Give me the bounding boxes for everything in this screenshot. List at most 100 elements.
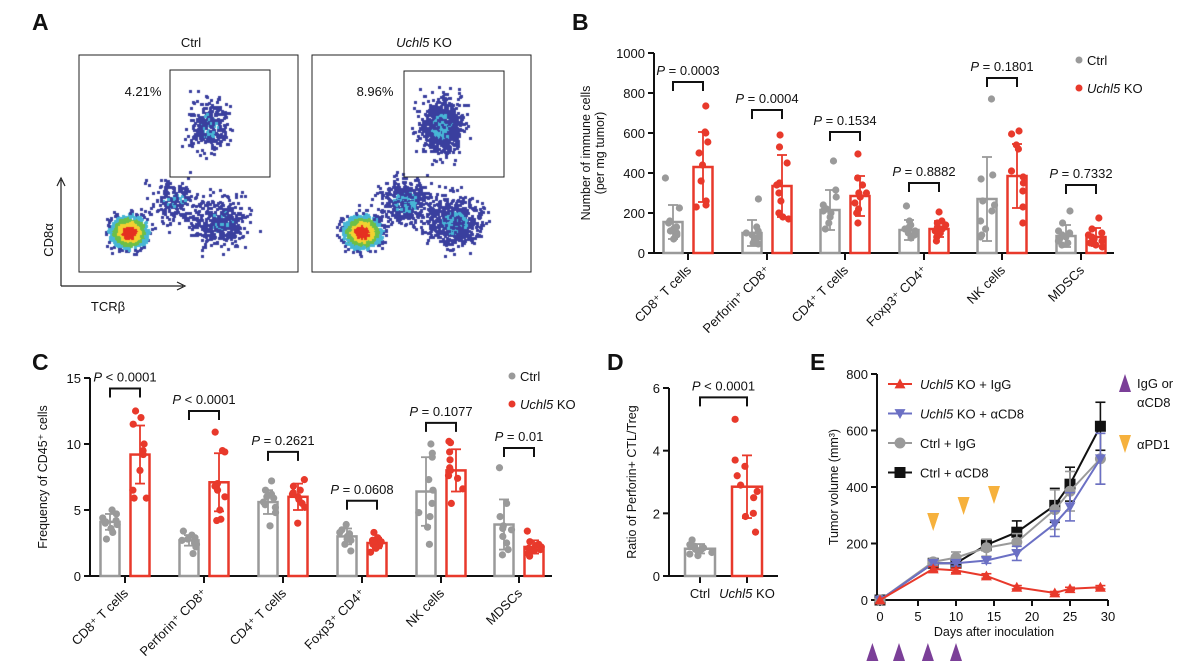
x-tick-label: CD8⁺ T cells xyxy=(68,585,131,648)
p-value: = 0.8882 xyxy=(901,164,956,179)
data-point xyxy=(102,518,110,526)
p-value-label: P = 0.1801 xyxy=(970,59,1033,74)
x-tick-label: Ctrl xyxy=(690,586,710,601)
y-tick-label: 15 xyxy=(67,371,81,386)
data-point xyxy=(1064,502,1076,513)
series-line xyxy=(879,458,1102,601)
p-value: = 0.2621 xyxy=(260,433,315,448)
data-point xyxy=(686,550,694,558)
data-point xyxy=(829,157,838,165)
data-point xyxy=(902,202,911,210)
data-point xyxy=(1064,239,1072,247)
panel-label-c: C xyxy=(32,349,49,375)
p-symbol: P xyxy=(330,482,339,497)
data-point xyxy=(1098,243,1106,251)
x-tick-label: 15 xyxy=(987,609,1001,624)
gene-name: Uchl5 xyxy=(1087,81,1121,96)
legend-label-ko: Uchl5 KO xyxy=(520,397,576,412)
p-value-label: P = 0.01 xyxy=(495,429,544,444)
legend-marker xyxy=(894,467,906,478)
x-tick-label: 25 xyxy=(1063,609,1077,624)
data-point xyxy=(1058,219,1067,227)
data-point xyxy=(989,171,997,179)
data-point xyxy=(499,532,507,541)
data-point xyxy=(1098,237,1106,245)
y-tick-label: 2 xyxy=(653,506,660,521)
p-value: = 0.0608 xyxy=(339,482,394,497)
legend-marker-ctrl xyxy=(1075,56,1083,64)
data-point xyxy=(1095,214,1103,222)
data-point xyxy=(976,217,985,225)
series-triangle-down xyxy=(874,432,1106,606)
data-point xyxy=(1062,233,1070,241)
p-value: < 0.0001 xyxy=(701,378,756,393)
data-point xyxy=(495,464,504,472)
data-point xyxy=(1007,167,1016,175)
data-point xyxy=(980,542,992,554)
data-point xyxy=(950,564,962,575)
data-point xyxy=(179,527,187,535)
data-point xyxy=(503,499,511,507)
data-point xyxy=(536,546,545,554)
data-point xyxy=(775,189,783,197)
gene-name: Uchl5 xyxy=(920,377,954,392)
panel-label-a: A xyxy=(32,9,49,35)
data-point xyxy=(773,181,781,189)
data-point xyxy=(670,235,678,243)
data-point xyxy=(858,181,867,189)
label-text: KO + IgG xyxy=(953,377,1011,392)
p-value: = 0.7332 xyxy=(1058,166,1113,181)
x-tick-label: Foxp3⁺ CD4⁺ xyxy=(863,263,930,330)
data-point xyxy=(271,503,279,511)
data-point xyxy=(296,486,304,494)
treatment-legend-purple-arrow-icon xyxy=(1119,374,1131,392)
data-point xyxy=(979,197,987,205)
data-point xyxy=(754,240,762,248)
y-tick-label: 800 xyxy=(623,86,645,101)
panel-label-e: E xyxy=(810,349,825,375)
data-point xyxy=(347,547,355,555)
data-point xyxy=(775,143,784,151)
data-point xyxy=(825,219,833,227)
data-point xyxy=(733,472,741,480)
data-point xyxy=(862,189,871,197)
data-point xyxy=(426,513,434,521)
x-axis-label: Days after inoculation xyxy=(934,625,1054,639)
p-value-label: P = 0.2621 xyxy=(251,433,314,448)
data-point xyxy=(525,544,533,552)
y-tick-label: 1000 xyxy=(616,46,645,61)
data-point xyxy=(136,466,144,474)
x-tick-label: 5 xyxy=(914,609,921,624)
chart-e: Days after inoculation Tumor volume (mm³… xyxy=(827,367,1174,661)
data-point xyxy=(300,476,308,484)
x-tick-label: Perforin⁺ CD8⁺ xyxy=(700,263,773,336)
data-point xyxy=(1049,504,1061,516)
flow-density-plot-ctrl xyxy=(80,56,297,271)
data-point xyxy=(1019,203,1027,211)
data-point xyxy=(1011,536,1023,548)
data-point xyxy=(692,203,700,211)
gate-box-ctrl xyxy=(169,69,271,178)
data-point xyxy=(702,129,710,137)
data-point xyxy=(289,482,298,490)
data-point xyxy=(776,131,784,139)
data-point xyxy=(905,223,913,231)
data-point xyxy=(874,594,886,605)
data-point xyxy=(211,428,219,436)
p-value-label: P < 0.0001 xyxy=(93,370,156,385)
legend-marker xyxy=(894,378,906,389)
data-point xyxy=(263,493,271,501)
data-point xyxy=(131,407,140,415)
panel-label-d: D xyxy=(607,349,624,375)
x-tick-label: MDSCs xyxy=(1045,262,1088,305)
data-point xyxy=(525,552,534,560)
data-point xyxy=(498,551,507,559)
data-point xyxy=(702,102,710,110)
data-point xyxy=(446,466,455,474)
data-point xyxy=(425,476,433,484)
data-point xyxy=(213,486,222,494)
data-point xyxy=(1019,219,1027,227)
x-tick-label: 0 xyxy=(876,609,883,624)
chart-c: 0 5 10 15 Frequency of CD45⁺ cells CD8⁺ T cel… xyxy=(36,369,576,659)
p-symbol: P xyxy=(656,63,665,78)
